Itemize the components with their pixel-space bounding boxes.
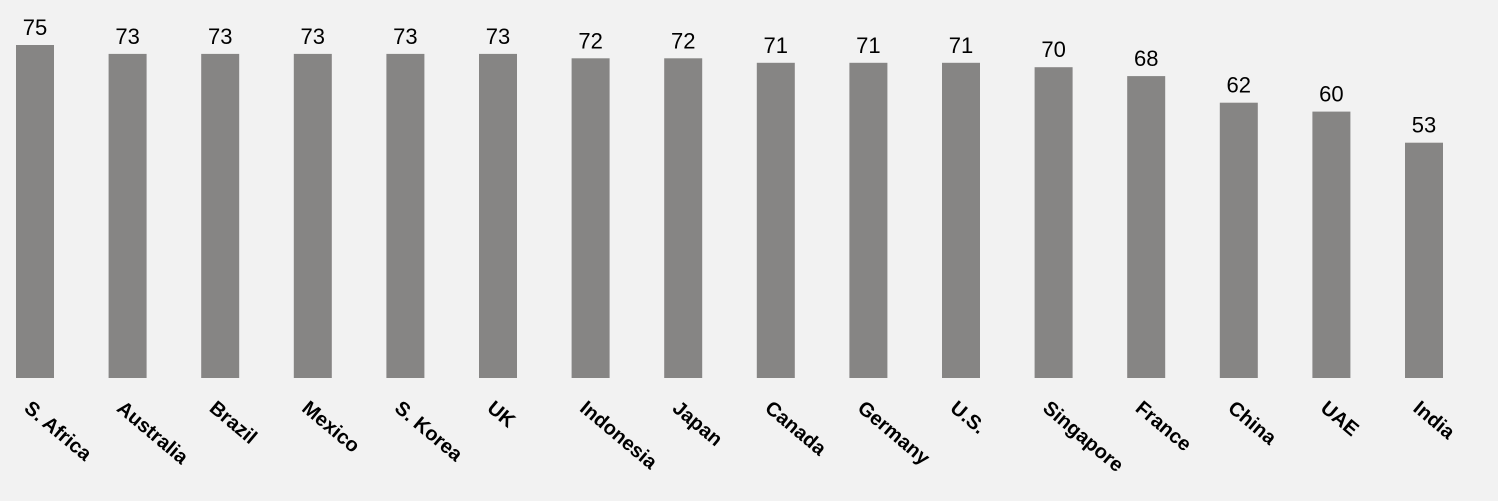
bar [16,45,54,378]
bar [479,53,517,379]
x-tick-labels-group: S. Africa Australia Brazil Mexico S. Korea UK… [20,397,1460,477]
data-label: 71 [764,33,788,58]
bar [849,62,888,379]
data-label: 73 [486,24,510,49]
data-label: 71 [856,33,880,58]
data-label: 75 [23,15,47,40]
x-tick-label: Singapore [1038,397,1127,477]
x-tick-label: India [1409,397,1460,444]
data-label: 72 [671,28,695,53]
data-label: 60 [1319,82,1343,107]
data-label: 68 [1134,46,1158,71]
x-tick-label: UAE [1316,397,1362,441]
data-label: 73 [301,24,325,49]
x-tick-label: Brazil [205,397,261,449]
bar [1127,76,1166,378]
x-tick-label: Germany [853,397,934,470]
bar [942,62,980,379]
x-tick-label: U.S. [946,397,990,439]
bar [386,53,425,379]
data-label: 73 [208,24,232,49]
data-label: 53 [1412,113,1436,138]
bar [108,53,147,379]
x-tick-label: Indonesia [575,397,661,474]
bar [1219,102,1258,378]
x-tick-label: China [1224,397,1281,450]
x-tick-label: Mexico [298,397,364,457]
bar [756,62,795,379]
x-tick-label: UK [483,397,520,433]
bar [571,58,610,379]
data-label: 72 [578,28,602,53]
x-tick-label: France [1131,397,1195,456]
x-tick-label: S. Korea [390,397,467,467]
x-tick-label: Canada [761,397,831,461]
data-label: 62 [1227,73,1251,98]
bar [201,53,240,379]
bar [1034,67,1073,378]
data-label: 71 [949,33,973,58]
bars-group [16,45,1443,379]
data-label: 73 [393,24,417,49]
data-label: 70 [1041,37,1065,62]
bar [664,58,703,379]
bar [293,53,332,379]
value-labels-group: 75 73 73 73 73 73 72 72 71 71 71 70 68 62 60 53 [23,15,1436,138]
bar [1312,111,1351,378]
data-label: 73 [115,24,139,49]
bar [1405,142,1443,378]
x-tick-label: Australia [112,397,192,469]
x-tick-label: Japan [668,397,726,451]
x-tick-label: S. Africa [20,397,96,466]
